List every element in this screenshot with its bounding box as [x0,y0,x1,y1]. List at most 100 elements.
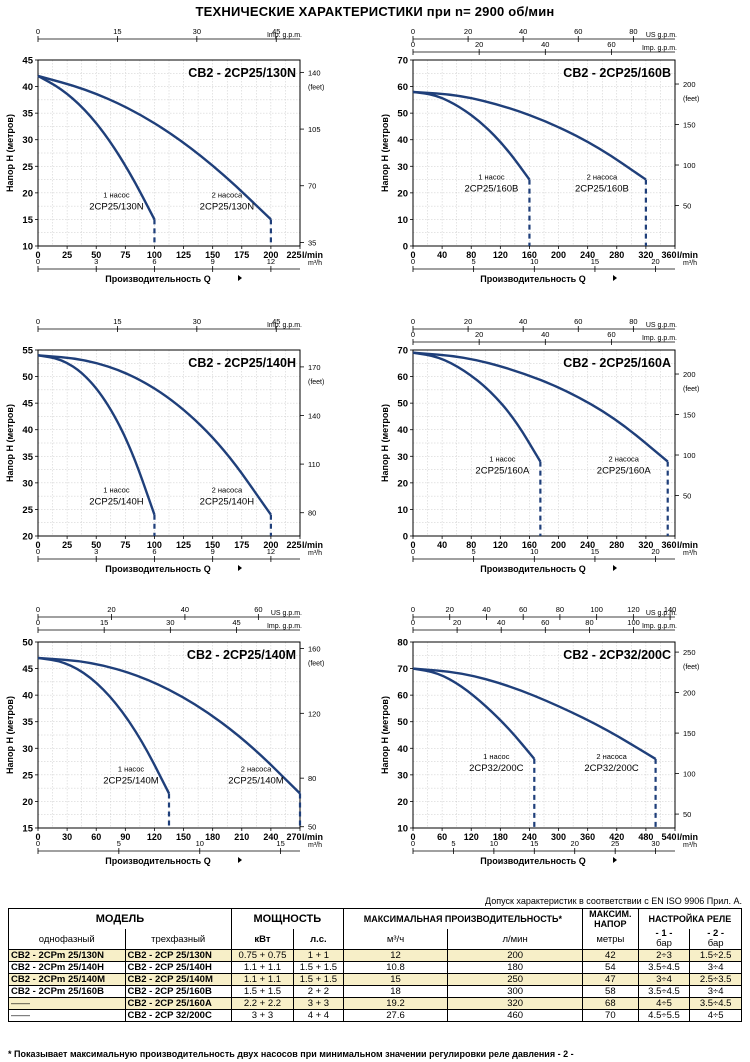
x-tick-label: 40 [437,250,447,260]
y-tick-label: 50 [22,372,33,383]
table-row: CB2 - 2CPm 25/130N CB2 - 2CP 25/130N 0.75 … [8,949,742,962]
curve-label-name: 1 насос [489,455,516,464]
cell-r1: 3.5÷4.5 [638,985,691,998]
page-title: ТЕХНИЧЕСКИЕ ХАРАКТЕРИСТИКИ при n= 2900 о… [195,4,555,19]
m3h-tick-label: 15 [591,257,599,266]
cell-head: 54 [582,961,639,974]
impgpm-tick-label: 0 [411,618,415,627]
y-tick-label: 35 [22,452,33,463]
y-tick-label: 20 [397,188,408,199]
y-tick-label: 0 [403,242,408,253]
sub-lmin: л/мин [447,929,583,950]
y-tick-label: 30 [397,452,408,463]
y-tick-label: 40 [22,691,33,702]
usgpm-tick-label: 40 [519,27,527,36]
x-tick-label: 90 [120,832,130,842]
chart-title: CB2 - 2CP25/140M [187,648,296,662]
y-tick-label: 70 [397,664,408,675]
col-maxhead: МАКСИМ. НАПОР [582,908,639,929]
feet-tick-label: 110 [308,460,320,469]
x-arrow-icon [613,857,617,863]
x-tick-label: 360 [661,540,676,550]
feet-tick-label: 200 [683,689,696,698]
cell-kw: 1.1 + 1.1 [231,961,295,974]
impgpm-tick-label: 15 [113,317,121,326]
impgpm-tick-label: 20 [453,618,461,627]
feet-unit: (feet) [683,664,699,671]
curve-label-name: 2 насоса [608,455,639,464]
m3h-tick-label: 9 [211,257,215,266]
cell-head: 58 [582,985,639,998]
m3h-tick-label: 10 [530,547,538,556]
y-tick-label: 35 [22,109,33,120]
models-table: МОДЕЛЬ МОЩНОСТЬ МАКСИМАЛЬНАЯ ПРОИЗВОДИТЕ… [8,908,743,1022]
x-tick-label: 540 [661,832,676,842]
m3h-unit: m³/h [683,260,697,267]
curve-two-pumps [412,90,647,181]
y-tick-label: 60 [397,372,408,383]
y-tick-label: 55 [22,346,33,357]
curve-label-name: 1 насос [118,764,145,773]
cell-r2: 4÷5 [689,1009,742,1022]
x-tick-label: 75 [120,250,130,260]
usgpm-tick-label: 20 [107,605,115,614]
m3h-unit: m³/h [683,550,697,557]
sub-kw: кВт [231,929,295,950]
x-tick-label: 180 [205,832,220,842]
cell-r2: 3.5÷4.5 [689,997,742,1010]
x-tick-label: 100 [147,540,162,550]
x-tick-label: 60 [91,832,101,842]
sub-three: трехфазный [125,929,232,950]
cell-lmin: 300 [447,985,583,998]
m3h-tick-label: 6 [152,547,156,556]
feet-tick-label: 100 [683,451,696,460]
x-tick-label: 25 [62,540,72,550]
m3h-tick-label: 0 [411,257,415,266]
y-tick-label: 25 [22,770,33,781]
x-tick-label: 280 [609,540,624,550]
cell-r2: 3÷4 [689,961,742,974]
plot-frame [412,641,676,829]
y-tick-label: 25 [22,505,33,516]
x-axis-label: Производительность Q [105,856,210,866]
x-tick-label: 120 [147,832,162,842]
curve-two-pumps [37,354,272,516]
cell-lmin: 460 [447,1009,583,1022]
y-tick-label: 50 [397,399,408,410]
usgpm-unit: US g.p.m. [646,322,677,329]
curve-label-model: 2CP25/130N [200,201,255,212]
x-tick-label: 125 [176,540,191,550]
usgpm-tick-label: 0 [411,27,415,36]
x-tick-label: 80 [466,250,476,260]
y-tick-label: 30 [397,770,408,781]
x-tick-label: 160 [522,540,537,550]
feet-tick-label: 120 [308,709,321,718]
cell-lmin: 250 [447,973,583,986]
cell-single: —— [8,1009,126,1022]
col-relay: НАСТРОЙКА РЕЛЕ [638,908,743,929]
usgpm-tick-label: 140 [664,605,677,614]
x-tick-label: 75 [120,540,130,550]
table-row: CB2 - 2CPm 25/140M CB2 - 2CP 25/140M 1.1 +… [8,973,742,986]
feet-tick-label: 160 [308,645,321,654]
curve-two-pumps [412,351,669,463]
m3h-tick-label: 15 [276,839,284,848]
chart-title: CB2 - 2CP32/200C [563,648,671,662]
impgpm-tick-label: 45 [272,27,280,36]
cell-hp: 1.5 + 1.5 [293,973,344,986]
impgpm-tick-label: 0 [36,317,40,326]
y-tick-label: 35 [22,717,33,728]
y-tick-label: 30 [397,162,408,173]
x-tick-label: 0 [35,832,40,842]
curve-one-pump [37,74,156,220]
cell-hp: 3 + 3 [293,997,344,1010]
sub-relay1: - 1 - бар [638,929,691,950]
usgpm-tick-label: 20 [464,27,472,36]
y-tick-label: 45 [22,399,33,410]
sub-hp: л.с. [293,929,344,950]
cell-single: CB2 - 2CPm 25/140M [8,973,126,986]
y-tick-label: 70 [397,56,408,67]
m3h-tick-label: 5 [472,547,476,556]
cell-m3h: 27.6 [343,1009,449,1022]
x-tick-label: 240 [580,250,595,260]
